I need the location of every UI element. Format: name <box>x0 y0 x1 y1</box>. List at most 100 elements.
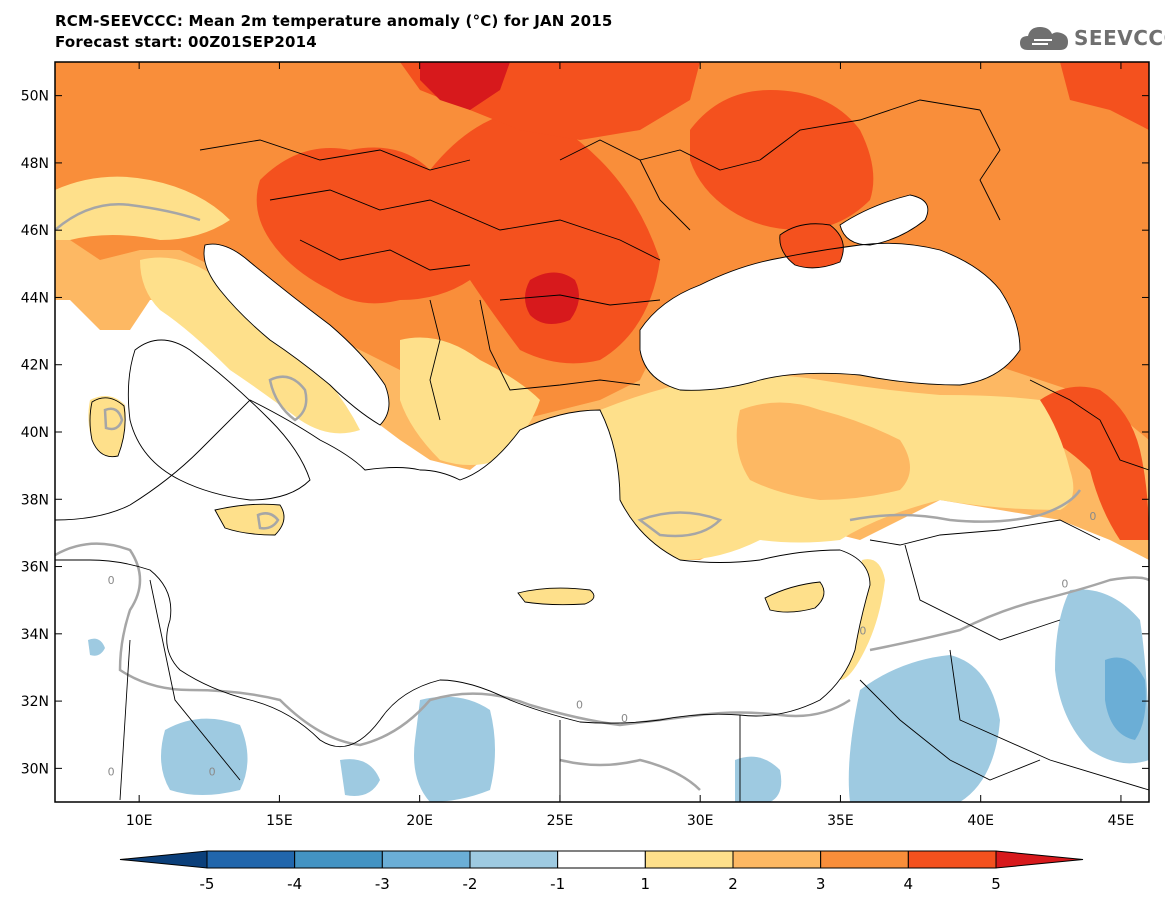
colorbar: -5 -4 -3 -2 -1 1 2 3 4 5 <box>119 850 1084 893</box>
contour-label: 0 <box>209 766 216 779</box>
zero-contour-turkey <box>637 511 723 538</box>
border-19 <box>149 579 241 781</box>
lat-tick-label: 38N <box>21 492 49 508</box>
colorbar-level-label: 4 <box>904 875 914 893</box>
coastline-sicily <box>214 503 285 536</box>
coastline-crete <box>517 587 595 606</box>
coastline-cyprus <box>764 581 825 613</box>
colorbar-swatch <box>732 850 822 869</box>
colorbar-level-label: 3 <box>816 875 826 893</box>
lon-tick-label: 10E <box>126 813 153 829</box>
colorbar-swatch <box>381 850 471 869</box>
border-13 <box>904 544 1061 641</box>
anomaly-field-neg-iraq-dark <box>1105 657 1146 740</box>
anomaly-field-neg-egypt <box>735 756 782 802</box>
contour-label: 0 <box>621 712 628 725</box>
anomaly-field-turkey-orange <box>736 402 910 500</box>
lat-tick-label: 30N <box>21 761 49 777</box>
anomaly-field-caucasus <box>1038 386 1149 540</box>
coastline-crimea <box>779 223 844 269</box>
coastline-black-sea <box>639 242 1021 391</box>
colorbar-swatch <box>557 850 646 869</box>
zero-contour-arabia <box>869 576 1149 652</box>
lon-tick-label: 25E <box>547 813 574 829</box>
anomaly-field-neg-sirte <box>340 759 380 796</box>
zero-contour-alps <box>55 203 201 231</box>
zero-contour-italy <box>268 375 308 422</box>
contour-labels: 0 0 0 0 0 0 0 0 <box>108 510 1097 779</box>
latitude-axis: 30N 32N 34N 36N 38N 40N 42N 44N 46N 48N 50N <box>21 89 1149 777</box>
tyrrhenian-sea <box>128 340 310 500</box>
contour-label: 0 <box>108 574 115 587</box>
border-8 <box>639 159 691 231</box>
lon-tick-label: 35E <box>827 813 854 829</box>
border-7 <box>559 139 761 171</box>
colorbar-level-label: -5 <box>200 875 215 893</box>
lon-tick-label: 15E <box>266 813 293 829</box>
coastline-med <box>55 399 871 748</box>
border-14 <box>859 679 1041 781</box>
lon-tick-label: 20E <box>406 813 433 829</box>
colorbar-swatch <box>294 850 383 869</box>
lat-tick-label: 36N <box>21 560 49 576</box>
colorbar-swatch <box>907 850 997 869</box>
lat-tick-label: 48N <box>21 156 49 172</box>
colorbar-level-label: -4 <box>287 875 302 893</box>
border-6 <box>479 299 641 391</box>
zero-contour-sardinia <box>103 407 124 431</box>
anomaly-field-over5-ne <box>1060 62 1149 130</box>
map-title: RCM-SEEVCCC: Mean 2m temperature anomaly… <box>55 12 613 30</box>
anomaly-field-neg-arabia <box>848 655 1000 802</box>
lat-tick-label: 40N <box>21 425 49 441</box>
border-9 <box>759 99 981 161</box>
colorbar-arrow-high <box>995 850 1084 869</box>
adriatic-sea <box>204 244 389 425</box>
anomaly-field-alps-yellow <box>55 176 230 240</box>
border-5 <box>429 299 441 421</box>
anomaly-fields <box>55 62 1149 802</box>
anomaly-field-neg-tunisia <box>88 638 105 656</box>
colorbar-level-label: 1 <box>641 875 651 893</box>
anomaly-field-neg-libya <box>414 696 495 802</box>
border-10 <box>979 109 1001 221</box>
sea-masks <box>55 195 1020 747</box>
border-18 <box>119 639 131 801</box>
colorbar-swatch <box>644 850 734 869</box>
colorbar-swatch <box>206 850 296 869</box>
lon-tick-label: 45E <box>1108 813 1135 829</box>
lat-tick-label: 32N <box>21 694 49 710</box>
border-2 <box>269 189 661 261</box>
black-sea <box>640 243 1020 391</box>
lat-tick-label: 46N <box>21 223 49 239</box>
zero-contour-syria <box>849 489 1082 523</box>
crete-island <box>518 588 594 605</box>
coastline-tyrrhenian <box>127 339 311 501</box>
colorbar-level-label: -3 <box>375 875 390 893</box>
coastline-adriatic <box>203 243 390 426</box>
anomaly-field-neg-libya-west <box>161 718 248 795</box>
contour-label: 0 <box>859 624 866 637</box>
lat-tick-label: 42N <box>21 358 49 374</box>
zero-contour-egypt <box>559 758 701 791</box>
border-11 <box>1029 379 1149 471</box>
colorbar-level-label: 5 <box>991 875 1001 893</box>
lon-tick-label: 30E <box>687 813 714 829</box>
contour-label: 0 <box>576 698 583 711</box>
anomaly-field-over5-romania <box>525 272 579 324</box>
contour-label: 0 <box>1089 510 1096 523</box>
forecast-start-label: Forecast start: 00Z01SEP2014 <box>55 33 317 51</box>
lat-tick-label: 34N <box>21 627 49 643</box>
crimea <box>779 223 844 268</box>
border-12 <box>869 519 1101 546</box>
lon-tick-label: 40E <box>967 813 994 829</box>
contour-label: 0 <box>1061 577 1068 590</box>
border-4 <box>499 294 661 306</box>
contour-label: 0 <box>108 766 115 779</box>
lat-tick-label: 50N <box>21 89 49 105</box>
cyprus-island <box>765 582 824 613</box>
logo-text: SEEVCCC <box>1074 26 1165 50</box>
coastlines-borders <box>55 99 1149 802</box>
border-15 <box>949 649 1149 791</box>
longitude-axis: 10E 15E 20E 25E 30E 35E 40E 45E <box>126 62 1134 829</box>
